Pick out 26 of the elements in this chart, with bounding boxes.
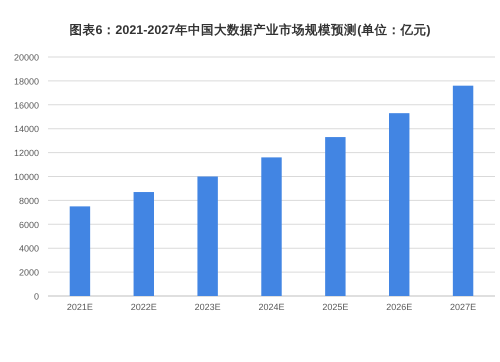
- y-tick-label: 2000: [18, 268, 39, 278]
- x-tick-label: 2024E: [258, 302, 285, 312]
- x-tick-label: 2026E: [386, 302, 412, 312]
- x-tick-label: 2025E: [322, 302, 348, 312]
- x-tick-label: 2022E: [130, 302, 157, 312]
- chart-title: 图表6：2021-2027年中国大数据产业市场规模预测(单位：亿元): [69, 22, 431, 37]
- bar: [452, 86, 474, 296]
- y-tick-label: 12000: [14, 148, 39, 158]
- y-tick-label: 16000: [14, 100, 39, 110]
- y-tick-label: 6000: [18, 220, 39, 230]
- y-tick-label: 18000: [14, 76, 39, 86]
- bar: [388, 113, 410, 296]
- bar: [261, 157, 282, 296]
- y-tick-label: 20000: [14, 52, 39, 62]
- x-tick-label: 2021E: [66, 302, 93, 312]
- bar: [197, 176, 218, 296]
- bar: [134, 192, 154, 296]
- bar: [325, 137, 346, 296]
- bar: [70, 206, 90, 296]
- y-tick-label: 8000: [18, 196, 39, 206]
- x-tick-label: 2027E: [450, 302, 476, 312]
- y-tick-label: 4000: [18, 244, 39, 254]
- y-tick-label: 0: [34, 292, 39, 302]
- y-tick-label: 10000: [14, 172, 39, 182]
- x-tick-label: 2023E: [194, 302, 221, 312]
- y-tick-label: 14000: [14, 124, 39, 134]
